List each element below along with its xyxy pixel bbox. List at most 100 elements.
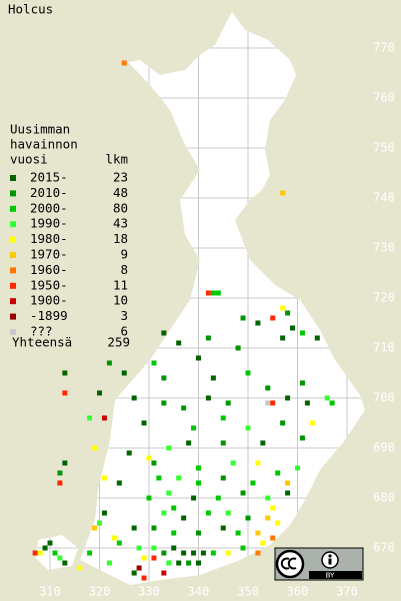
observation-square bbox=[196, 465, 201, 471]
badge-label: BY bbox=[326, 572, 335, 580]
legend-swatch bbox=[10, 252, 16, 258]
observation-square bbox=[161, 400, 167, 406]
observation-square bbox=[215, 290, 221, 296]
observation-square bbox=[290, 325, 296, 331]
observation-square bbox=[205, 510, 211, 516]
legend-count: 11 bbox=[113, 277, 128, 292]
observation-square bbox=[92, 525, 98, 531]
observation-square bbox=[200, 550, 206, 556]
observation-square bbox=[156, 475, 162, 481]
legend-label: 1990- bbox=[30, 216, 68, 231]
badge-strip bbox=[309, 571, 362, 579]
y-tick-label: 670 bbox=[373, 541, 395, 555]
observation-square bbox=[255, 530, 261, 536]
observation-square bbox=[280, 420, 286, 426]
observation-square bbox=[280, 305, 286, 311]
by-body bbox=[328, 558, 332, 565]
observation-square bbox=[87, 550, 93, 556]
observation-square bbox=[151, 545, 157, 551]
observation-square bbox=[210, 550, 216, 556]
legend-total-label: Yhteensä bbox=[12, 335, 72, 350]
y-tick-label: 760 bbox=[373, 91, 395, 105]
observation-square bbox=[210, 375, 216, 381]
observation-square bbox=[245, 425, 251, 431]
x-tick-label: 320 bbox=[89, 585, 111, 599]
observation-square bbox=[299, 435, 305, 441]
legend-heading: Uusimman bbox=[10, 122, 70, 137]
observation-square bbox=[265, 495, 271, 501]
y-tick-label: 710 bbox=[373, 341, 395, 355]
legend-count: 23 bbox=[113, 170, 128, 185]
observation-square bbox=[151, 525, 157, 531]
observation-square bbox=[47, 540, 53, 546]
observation-square bbox=[32, 550, 38, 556]
observation-square bbox=[62, 390, 68, 396]
legend-count: 43 bbox=[113, 216, 128, 231]
observation-square bbox=[270, 400, 276, 406]
observation-square bbox=[92, 445, 98, 451]
observation-square bbox=[285, 395, 291, 401]
observation-square bbox=[116, 480, 122, 486]
ticks: 310 320 330 340 350 360 3706706806907007107207… bbox=[39, 41, 395, 599]
observation-square bbox=[196, 530, 201, 536]
observation-square bbox=[101, 510, 107, 516]
observation-square bbox=[171, 505, 177, 511]
observation-square bbox=[146, 455, 152, 461]
observation-square bbox=[62, 460, 68, 466]
legend-label: 1950- bbox=[30, 277, 68, 292]
observation-square bbox=[136, 545, 142, 551]
legend: Uusimman havainnon vuosi lkm 2015- 23 2010… bbox=[10, 122, 130, 350]
y-tick-label: 730 bbox=[373, 241, 395, 255]
observation-square bbox=[97, 520, 102, 526]
observation-square bbox=[191, 550, 197, 556]
observation-square bbox=[171, 545, 177, 551]
observation-square bbox=[191, 425, 197, 431]
y-tick-label: 720 bbox=[373, 291, 395, 305]
observation-square bbox=[220, 440, 226, 446]
observation-square bbox=[186, 440, 192, 446]
by-head bbox=[328, 554, 332, 558]
legend-count: 48 bbox=[113, 185, 128, 200]
observation-square bbox=[141, 555, 147, 561]
legend-label: ??? bbox=[30, 324, 53, 339]
observation-square bbox=[225, 550, 231, 556]
observation-square bbox=[37, 550, 43, 556]
observation-square bbox=[275, 470, 281, 476]
observation-square bbox=[161, 375, 167, 381]
legend-count: 3 bbox=[120, 308, 128, 323]
observation-square bbox=[240, 545, 246, 551]
y-tick-label: 700 bbox=[373, 391, 395, 405]
legend-count: 6 bbox=[120, 324, 128, 339]
observation-square bbox=[181, 405, 187, 411]
legend-label: 1980- bbox=[30, 231, 68, 246]
observation-square bbox=[220, 525, 226, 531]
legend-count: 10 bbox=[113, 293, 128, 308]
observation-square bbox=[106, 360, 112, 366]
legend-swatch bbox=[10, 221, 16, 228]
observation-square bbox=[260, 440, 266, 446]
legend-count: 18 bbox=[113, 231, 128, 246]
observation-square bbox=[299, 380, 305, 386]
observation-square bbox=[126, 450, 132, 456]
legend-count: 8 bbox=[120, 262, 128, 277]
y-tick-label: 750 bbox=[373, 141, 395, 155]
observation-square bbox=[57, 555, 63, 561]
observation-square bbox=[136, 565, 142, 571]
observation-square bbox=[131, 525, 137, 531]
observation-square bbox=[97, 390, 102, 396]
observation-square bbox=[196, 355, 201, 361]
legend-label: -1899 bbox=[30, 308, 68, 323]
y-tick-label: 770 bbox=[373, 41, 395, 55]
observation-square bbox=[230, 460, 236, 466]
observation-square bbox=[225, 400, 231, 406]
observation-square bbox=[245, 515, 251, 521]
observation-square bbox=[166, 490, 172, 496]
observation-square bbox=[131, 395, 137, 401]
observation-square bbox=[285, 480, 291, 486]
observation-square bbox=[309, 420, 315, 426]
observation-square bbox=[285, 490, 291, 496]
observation-square bbox=[299, 330, 305, 336]
x-tick-label: 340 bbox=[188, 585, 210, 599]
legend-swatch bbox=[10, 329, 16, 335]
